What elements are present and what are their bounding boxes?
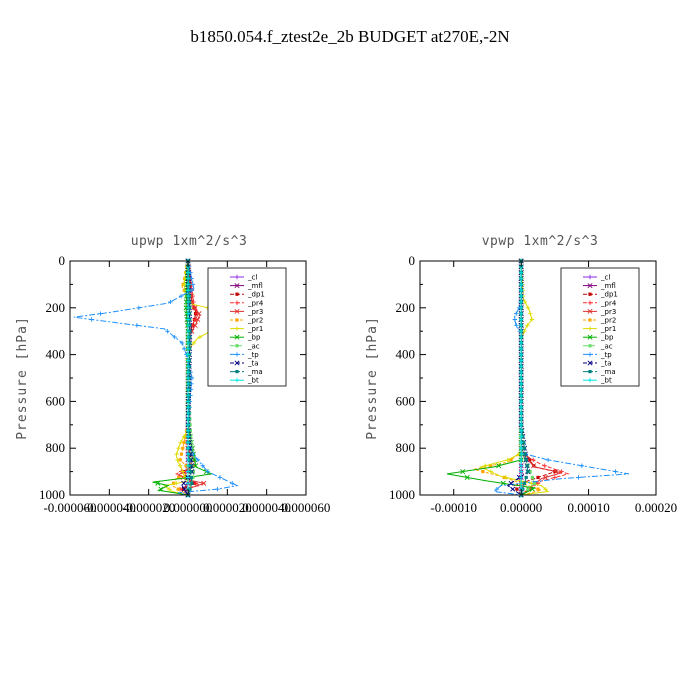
x-tick-label: 0.000060 <box>282 500 331 515</box>
legend-label: _pr2 <box>247 317 263 325</box>
y-tick-label: 1000 <box>389 487 415 502</box>
legend-item: _bp <box>230 334 261 342</box>
legend-item: _bp <box>583 334 614 342</box>
legend-label: _ta <box>247 360 259 368</box>
legend-item: _mfl <box>230 282 263 290</box>
panel-title: vpwp 1xm^2/s^3 <box>482 234 599 249</box>
legend-item: _ta <box>583 360 612 368</box>
legend-item: _bt <box>583 377 612 385</box>
legend-item: _cl <box>230 274 257 282</box>
y-tick-label: 200 <box>46 300 66 315</box>
legend-item: _pr2 <box>230 317 263 325</box>
legend-label: _bp <box>600 334 614 342</box>
legend-box <box>207 267 287 387</box>
legend-label: _mfl <box>600 282 616 290</box>
legend-label: _ta <box>600 360 612 368</box>
legend: _cl_mfl_dp1_pr4_pr3_pr2_pr1_bp_ac_tp_ta_… <box>560 267 640 387</box>
legend-label: _dp1 <box>247 291 265 299</box>
legend-label: _pr3 <box>247 308 263 316</box>
y-tick-label: 600 <box>396 393 416 408</box>
legend-label: _pr1 <box>600 325 616 333</box>
legend-item: _ac <box>583 342 613 350</box>
y-axis: 0 200 400 600 800 1000 <box>39 253 306 502</box>
series-bt <box>185 258 191 498</box>
legend-item: _pr3 <box>230 308 263 316</box>
legend-label: _mfl <box>247 282 263 290</box>
y-axis-label: Pressure [hPa] <box>365 316 380 440</box>
legend-label: _dp1 <box>600 291 618 299</box>
legend-label: _bp <box>247 334 261 342</box>
legend-label: _pr2 <box>600 317 616 325</box>
upwp-panel: upwp 1xm^2/s^3 Pressure [hPa] 0 200 400 600… <box>15 234 330 515</box>
legend-label: _ma <box>600 368 616 376</box>
y-tick-label: 0 <box>409 253 416 268</box>
legend-label: _ac <box>247 342 260 350</box>
y-tick-label: 600 <box>46 393 66 408</box>
x-tick-label: -0.000040 <box>83 500 136 515</box>
legend-box <box>560 267 640 387</box>
y-tick-label: 800 <box>396 440 416 455</box>
y-tick-label: 400 <box>46 347 66 362</box>
legend-label: _ma <box>247 368 263 376</box>
vpwp-panel: vpwp 1xm^2/s^3 Pressure [hPa] 0 200 400 600… <box>365 234 677 515</box>
legend-item: _ma <box>583 368 616 376</box>
x-tick-label: 0.000040 <box>242 500 291 515</box>
y-tick-label: 0 <box>59 253 66 268</box>
legend-item: _pr1 <box>583 325 616 333</box>
legend-item: _dp1 <box>230 291 265 299</box>
series-line <box>493 261 630 496</box>
y-axis-label: Pressure [hPa] <box>15 316 30 440</box>
legend-item: _bt <box>230 377 259 385</box>
legend-item: _pr4 <box>583 299 617 307</box>
series-line <box>187 260 195 496</box>
legend-label: _pr1 <box>247 325 263 333</box>
y-tick-label: 400 <box>396 347 416 362</box>
legend-item: _dp1 <box>583 291 618 299</box>
legend-item: _mfl <box>583 282 616 290</box>
legend-item: _pr1 <box>230 325 263 333</box>
legend-label: _cl <box>247 274 257 282</box>
legend-item: _tp <box>230 351 259 359</box>
legend-item: _ma <box>230 368 263 376</box>
panel-title: upwp 1xm^2/s^3 <box>131 234 248 249</box>
legend-item: _tp <box>583 351 612 359</box>
legend-label: _tp <box>247 351 259 359</box>
y-axis: 0 200 400 600 800 1000 <box>389 253 656 502</box>
x-axis: -0.000060-0.000040-0.0000200.0000000.000… <box>43 261 330 515</box>
legend-item: _pr3 <box>583 308 616 316</box>
series-bt <box>518 258 524 498</box>
x-tick-label: -0.000060 <box>43 500 96 515</box>
legend-item: _ta <box>230 360 259 368</box>
x-tick-label: 0.000020 <box>203 500 252 515</box>
x-tick-label: 0.00000 <box>500 500 542 515</box>
legend-item: _ac <box>230 342 260 350</box>
plot-area: 0 200 400 600 800 1000-0.000060-0.000040-0.00… <box>39 253 330 515</box>
y-tick-label: 800 <box>46 440 66 455</box>
legend-item: _cl <box>583 274 610 282</box>
legend-label: _cl <box>600 274 610 282</box>
x-tick-label: 0.00010 <box>567 500 609 515</box>
legend-label: _pr3 <box>600 308 616 316</box>
x-tick-label: 0.000000 <box>164 500 213 515</box>
legend-item: _pr4 <box>230 299 264 307</box>
x-tick-label: -0.00010 <box>430 500 477 515</box>
figure-title: b1850.054.f_ztest2e_2b BUDGET at270E,-2N <box>190 27 509 46</box>
legend-item: _pr2 <box>583 317 616 325</box>
legend-label: _pr4 <box>600 299 617 307</box>
legend-label: _bt <box>247 377 259 385</box>
legend-label: _ac <box>600 342 613 350</box>
legend-label: _bt <box>600 377 612 385</box>
x-axis: -0.00010 0.00000 0.00010 0.00020 <box>430 261 677 515</box>
x-tick-label: -0.000020 <box>122 500 175 515</box>
legend: _cl_mfl_dp1_pr4_pr3_pr2_pr1_bp_ac_tp_ta_… <box>207 267 287 387</box>
y-tick-label: 1000 <box>39 487 65 502</box>
legend-label: _tp <box>600 351 612 359</box>
x-tick-label: 0.00020 <box>635 500 677 515</box>
legend-label: _pr4 <box>247 299 264 307</box>
y-tick-label: 200 <box>396 300 416 315</box>
